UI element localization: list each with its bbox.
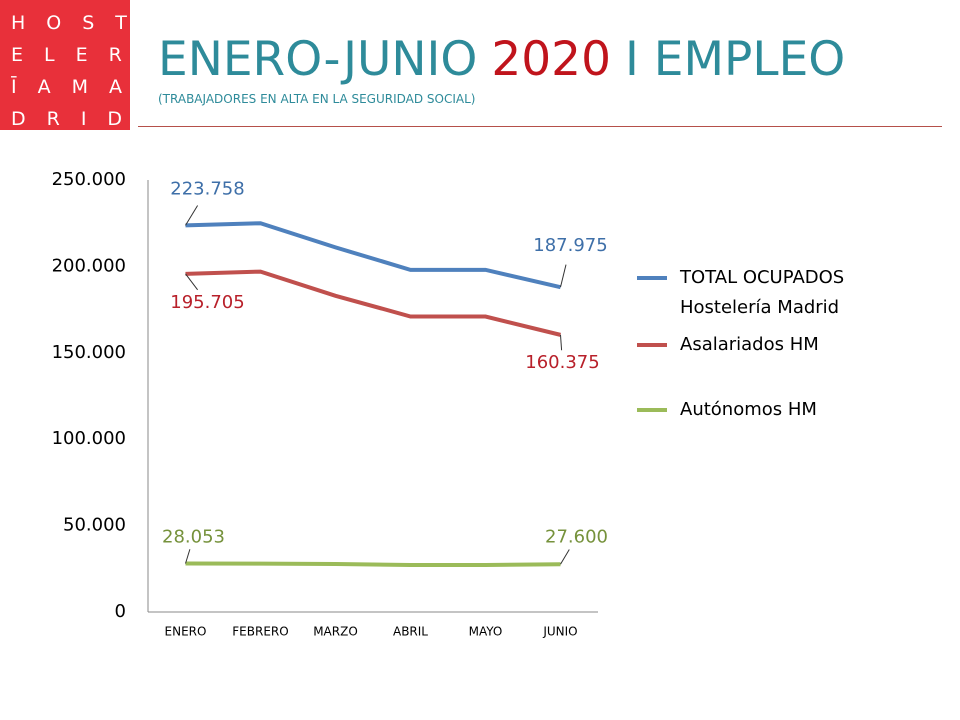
x-tick-label: FEBRERO <box>232 625 288 639</box>
y-tick-label: 0 <box>115 601 126 622</box>
data-label: 28.053 <box>162 527 225 548</box>
x-tick-label: JUNIO <box>542 625 577 639</box>
series-line <box>185 269 561 337</box>
subtitle: (TRABAJADORES EN ALTA EN LA SEGURIDAD SO… <box>158 92 476 106</box>
logo: HOST ELER ĪAMA DRID <box>0 0 130 130</box>
x-tick-label: MAYO <box>469 625 503 639</box>
data-label: 195.705 <box>170 292 244 313</box>
legend-label: Autónomos HM <box>680 399 817 420</box>
x-tick-label: MARZO <box>313 625 358 639</box>
y-tick-label: 200.000 <box>52 255 126 276</box>
legend-label: Asalariados HM <box>680 334 819 355</box>
leader-line <box>185 205 199 226</box>
series-line <box>185 221 561 290</box>
legend-label: TOTAL OCUPADOS Hostelería Madrid <box>680 267 845 318</box>
logo-row: ELER <box>11 44 143 66</box>
y-tick-label: 250.000 <box>52 169 126 190</box>
title-part: 2020 <box>491 32 611 87</box>
data-label: 160.375 <box>525 352 599 373</box>
title: ENERO-JUNIO 2020 I EMPLEO <box>158 32 859 87</box>
logo-row: HOST <box>11 12 148 34</box>
series-line <box>185 561 561 567</box>
logo-row: DRID <box>11 108 144 130</box>
leader-line <box>560 334 563 351</box>
y-tick-label: 100.000 <box>52 428 126 449</box>
leader-line <box>560 549 570 565</box>
title-part: ENERO-JUNIO <box>158 32 478 87</box>
logo-row: ĪAMA <box>11 76 143 98</box>
leader-line <box>560 264 567 288</box>
leader-line <box>185 273 198 291</box>
data-label: 223.758 <box>170 178 244 199</box>
data-label: 187.975 <box>533 235 607 256</box>
x-tick-label: ENERO <box>165 625 207 639</box>
leader-line <box>185 549 191 564</box>
x-tick-label: ABRIL <box>393 625 428 639</box>
y-tick-label: 50.000 <box>63 515 126 536</box>
y-tick-label: 150.000 <box>52 342 126 363</box>
title-part: I EMPLEO <box>625 32 846 87</box>
header-rule <box>138 126 942 127</box>
data-label: 27.600 <box>545 526 608 547</box>
